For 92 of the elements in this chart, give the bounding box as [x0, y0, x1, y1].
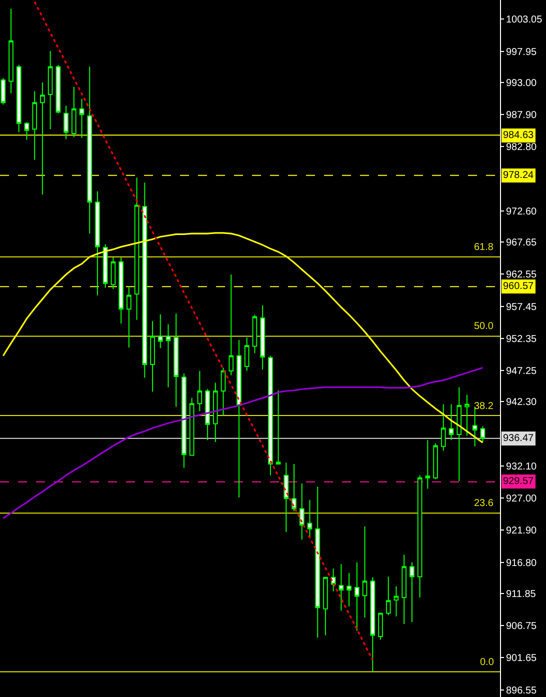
candlestick: [64, 105, 68, 140]
line-series: [34, 1, 374, 661]
candlestick: [220, 367, 226, 416]
candlestick: [102, 244, 108, 288]
y-tick-label: 962.55: [506, 270, 538, 281]
candlestick: [71, 86, 76, 138]
candlestick: [440, 404, 446, 452]
candlestick: [299, 483, 304, 540]
y-tick-label: 911.85: [506, 588, 536, 600]
candlestick: [252, 314, 258, 354]
candlestick: [480, 426, 486, 442]
candlestick: [0, 78, 6, 106]
y-tick-label: 982.80: [506, 142, 538, 154]
y-tick-label: 1003.05: [506, 14, 543, 26]
candlestick: [228, 274, 234, 376]
y-tick-label: 942.30: [506, 397, 538, 408]
candlestick: [205, 388, 210, 441]
candlestick: [330, 568, 336, 592]
candlestick: [182, 372, 186, 468]
annotation: 61.8: [474, 242, 494, 253]
candlestick: [378, 612, 383, 640]
y-tick-label: 916.80: [506, 558, 538, 569]
candlestick: [346, 572, 352, 607]
candlestick: [370, 576, 376, 672]
candlestick: [56, 64, 61, 114]
ref-line-label: 936.47: [503, 433, 534, 444]
y-tick-label: 993.00: [506, 78, 538, 89]
candlestick: [386, 576, 391, 616]
candlestick: [276, 390, 281, 465]
candlestick: [425, 440, 430, 490]
candlestick: [394, 586, 399, 617]
candlestick: [142, 182, 148, 378]
candlestick: [268, 355, 273, 476]
candlestick: [118, 257, 124, 324]
candlestick: [174, 313, 179, 408]
candlestick: [40, 82, 45, 196]
candlestick: [166, 324, 171, 388]
candlestick: [362, 526, 368, 618]
candlestick: [284, 462, 289, 533]
y-tick-label: 947.25: [506, 366, 538, 378]
candlestick: [197, 370, 202, 412]
candlestick: [292, 464, 296, 512]
ref-line-label: 929.57: [503, 476, 534, 487]
annotation: 50.0: [474, 321, 494, 332]
y-tick-label: 987.90: [506, 110, 538, 122]
candlestick: [150, 320, 155, 392]
candlestick: [8, 8, 14, 94]
candlestick: [354, 562, 360, 632]
y-tick-label: 997.95: [506, 46, 538, 58]
candlestick: [456, 386, 462, 482]
candlestick: [410, 562, 414, 623]
candlestick: [307, 499, 312, 538]
candlestick: [338, 564, 344, 612]
y-tick-label: 901.65: [506, 653, 538, 664]
ref-line-label: 984.63: [503, 130, 534, 141]
candlestick: [87, 66, 92, 234]
candlestick: [158, 314, 163, 349]
y-tick-label: 972.60: [506, 206, 538, 218]
candlestick: [24, 122, 30, 140]
y-tick-label: 967.65: [506, 238, 538, 249]
candlestick: [32, 90, 38, 160]
ref-line-label: 978.24: [503, 170, 534, 181]
candlestick: [110, 257, 116, 290]
candlestick: [417, 474, 422, 598]
candlestick: [464, 394, 470, 436]
candlestick: [126, 286, 132, 348]
candlestick: [79, 98, 84, 138]
y-tick-label: 896.55: [506, 685, 538, 696]
ref-line-label: 960.57: [503, 281, 534, 292]
candlestick: [323, 576, 328, 636]
candlestick: [260, 304, 265, 370]
candlestick: [134, 177, 140, 320]
y-tick-label: 906.75: [506, 621, 538, 632]
y-tick-label: 957.45: [506, 302, 538, 313]
candlestick: [236, 340, 242, 498]
y-tick-label: 921.90: [506, 526, 538, 537]
y-tick-label: 932.10: [506, 461, 538, 472]
candlestick: [212, 382, 218, 442]
candlestick: [448, 404, 454, 441]
annotation: 0.0: [480, 657, 494, 668]
y-tick-label: 952.35: [506, 334, 538, 345]
candlestick: [433, 442, 438, 480]
candlestick: [16, 64, 22, 133]
candlestick: [402, 554, 407, 624]
candlestick: [48, 50, 53, 130]
candlestick: [244, 336, 250, 372]
candlestick: [95, 190, 100, 296]
y-tick-label: 927.00: [506, 494, 538, 505]
annotation: 38.2: [474, 401, 494, 412]
candlestick: [189, 397, 194, 456]
candlestick: [315, 486, 320, 638]
annotation: 23.6: [474, 498, 494, 509]
